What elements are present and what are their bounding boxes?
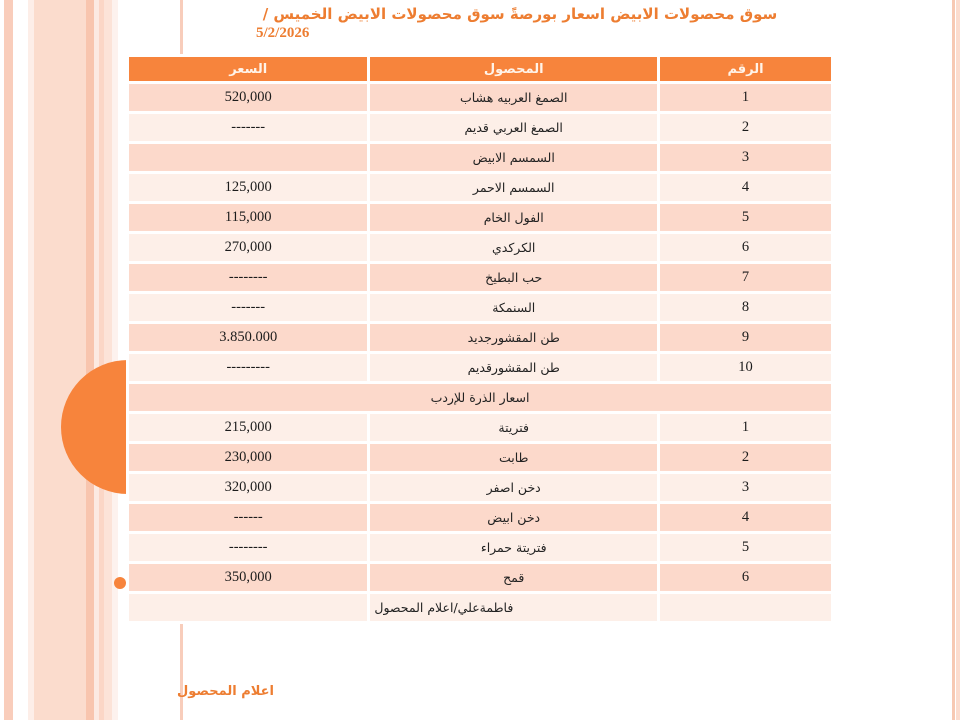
footer-empty-price-cell	[129, 594, 368, 621]
table-row: 5 فتريتة حمراء --------	[129, 534, 831, 561]
section-header-row: اسعار الذرة للإردب	[129, 384, 831, 411]
left-stripe	[104, 0, 112, 720]
product-name: فتريتة	[370, 414, 658, 441]
header-row: الرقم المحصول السعر	[129, 57, 831, 81]
header-price: السعر	[129, 57, 368, 81]
row-number: 8	[660, 294, 831, 321]
right-stripe	[956, 0, 960, 720]
row-number: 7	[660, 264, 831, 291]
price-value: --------	[129, 264, 368, 291]
prices-table-container: الرقم المحصول السعر 1 الصمغ العربيه هشاب…	[126, 54, 836, 624]
table-row: 3 دخن اصفر 320,000	[129, 474, 831, 501]
row-number: 5	[660, 204, 831, 231]
header-number: الرقم	[660, 57, 831, 81]
dot-shape	[114, 577, 126, 589]
left-stripe-panel	[34, 0, 86, 720]
row-number: 6	[660, 234, 831, 261]
product-name: طن المقشورقديم	[370, 354, 658, 381]
price-value: -------	[129, 114, 368, 141]
left-stripe	[28, 0, 34, 720]
product-name: الصمغ العربي قديم	[370, 114, 658, 141]
row-number: 1	[660, 84, 831, 111]
product-name: طابت	[370, 444, 658, 471]
price-value: 320,000	[129, 474, 368, 501]
slide-title-date: 5/2/2026	[256, 25, 310, 41]
table-row: 1 الصمغ العربيه هشاب 520,000	[129, 84, 831, 111]
row-number: 2	[660, 114, 831, 141]
price-value: 350,000	[129, 564, 368, 591]
price-value: 115,000	[129, 204, 368, 231]
header-product: المحصول	[370, 57, 658, 81]
price-value: ------	[129, 504, 368, 531]
price-value: 215,000	[129, 414, 368, 441]
footer-empty-number-cell	[660, 594, 831, 621]
product-name: قمح	[370, 564, 658, 591]
price-value: ---------	[129, 354, 368, 381]
table-row: 8 السنمكة -------	[129, 294, 831, 321]
price-value: 520,000	[129, 84, 368, 111]
row-number: 4	[660, 504, 831, 531]
price-value: 230,000	[129, 444, 368, 471]
table-row: 4 دخن ابيض ------	[129, 504, 831, 531]
product-name: السمسم الابيض	[370, 144, 658, 171]
table-row: 7 حب البطيخ --------	[129, 264, 831, 291]
price-value: -------	[129, 294, 368, 321]
product-name: الصمغ العربيه هشاب	[370, 84, 658, 111]
table-row: 2 الصمغ العربي قديم -------	[129, 114, 831, 141]
table-row: 5 الفول الخام 115,000	[129, 204, 831, 231]
right-stripe	[952, 0, 955, 720]
table-row: 6 قمح 350,000	[129, 564, 831, 591]
left-stripe	[94, 0, 99, 720]
table-footer-row: فاطمةعلي/اعلام المحصول	[129, 594, 831, 621]
product-name: الفول الخام	[370, 204, 658, 231]
product-name: دخن ابيض	[370, 504, 658, 531]
row-number: 6	[660, 564, 831, 591]
product-name: السنمكة	[370, 294, 658, 321]
row-number: 9	[660, 324, 831, 351]
table-row: 1 فتريتة 215,000	[129, 414, 831, 441]
slide-title-line1: سوق محصولات الابيض اسعار بورصةً سوق محصو…	[262, 5, 778, 23]
table-row: 6 الكركدي 270,000	[129, 234, 831, 261]
price-value	[129, 144, 368, 171]
price-value: 270,000	[129, 234, 368, 261]
table-row: 3 السمسم الابيض	[129, 144, 831, 171]
price-value: --------	[129, 534, 368, 561]
prices-table: الرقم المحصول السعر 1 الصمغ العربيه هشاب…	[126, 54, 834, 624]
price-value: 3.850.000	[129, 324, 368, 351]
left-stripe	[112, 0, 118, 720]
row-number: 10	[660, 354, 831, 381]
row-number: 5	[660, 534, 831, 561]
product-name: فتريتة حمراء	[370, 534, 658, 561]
product-name: طن المقشورجديد	[370, 324, 658, 351]
table-row: 2 طابت 230,000	[129, 444, 831, 471]
row-number: 3	[660, 474, 831, 501]
footer-attribution: فاطمةعلي/اعلام المحصول	[370, 594, 658, 621]
row-number: 4	[660, 174, 831, 201]
section-title: اسعار الذرة للإردب	[129, 384, 831, 411]
left-stripe	[99, 0, 104, 720]
product-name: السمسم الاحمر	[370, 174, 658, 201]
slide-title: سوق محصولات الابيض اسعار بورصةً سوق محصو…	[180, 5, 860, 43]
product-name: حب البطيخ	[370, 264, 658, 291]
price-value: 125,000	[129, 174, 368, 201]
row-number: 1	[660, 414, 831, 441]
row-number: 3	[660, 144, 831, 171]
left-stripe	[4, 0, 13, 720]
table-row: 4 السمسم الاحمر 125,000	[129, 174, 831, 201]
product-name: الكركدي	[370, 234, 658, 261]
row-number: 2	[660, 444, 831, 471]
left-stripe	[86, 0, 94, 720]
product-name: دخن اصفر	[370, 474, 658, 501]
table-row: 10 طن المقشورقديم ---------	[129, 354, 831, 381]
table-row: 9 طن المقشورجديد 3.850.000	[129, 324, 831, 351]
bottom-note: اعلام المحصول	[177, 684, 274, 699]
